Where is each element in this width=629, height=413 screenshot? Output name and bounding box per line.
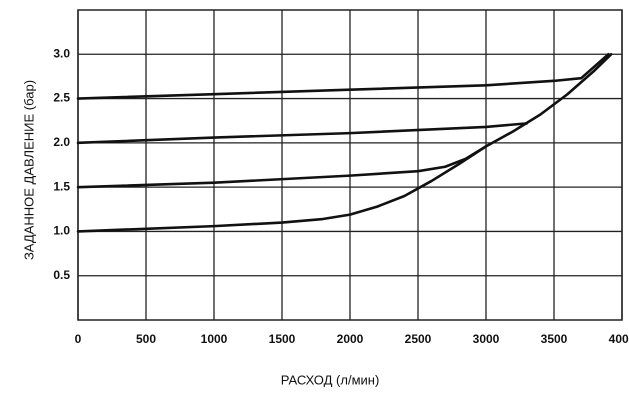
- y-tick-label: 2.0: [53, 135, 70, 149]
- y-tick-label: 1.0: [53, 224, 70, 238]
- y-tick-label: 1.5: [53, 179, 70, 193]
- y-tick-label: 0.5: [53, 268, 70, 282]
- y-axis-label: ЗАДАННОЕ ДАВЛЕНИЕ (бар): [21, 80, 36, 260]
- x-tick-label: 1000: [201, 332, 228, 346]
- line: [76, 122, 529, 145]
- x-tick-label: 1500: [269, 332, 296, 346]
- x-axis-label: РАСХОД (л/мин): [281, 372, 380, 387]
- x-tick-label: 4000: [609, 332, 629, 346]
- line: [76, 52, 610, 100]
- y-tick-label: 3.0: [53, 46, 70, 60]
- x-tick-label: 3000: [473, 332, 500, 346]
- x-tick-label: 2500: [405, 332, 432, 346]
- x-tick-label: 3500: [541, 332, 568, 346]
- y-tick-label: 2.5: [53, 91, 70, 105]
- x-tick-label: 0: [75, 332, 82, 346]
- x-tick-label: 2000: [337, 332, 364, 346]
- x-tick-label: 500: [136, 332, 156, 346]
- line: [76, 52, 613, 233]
